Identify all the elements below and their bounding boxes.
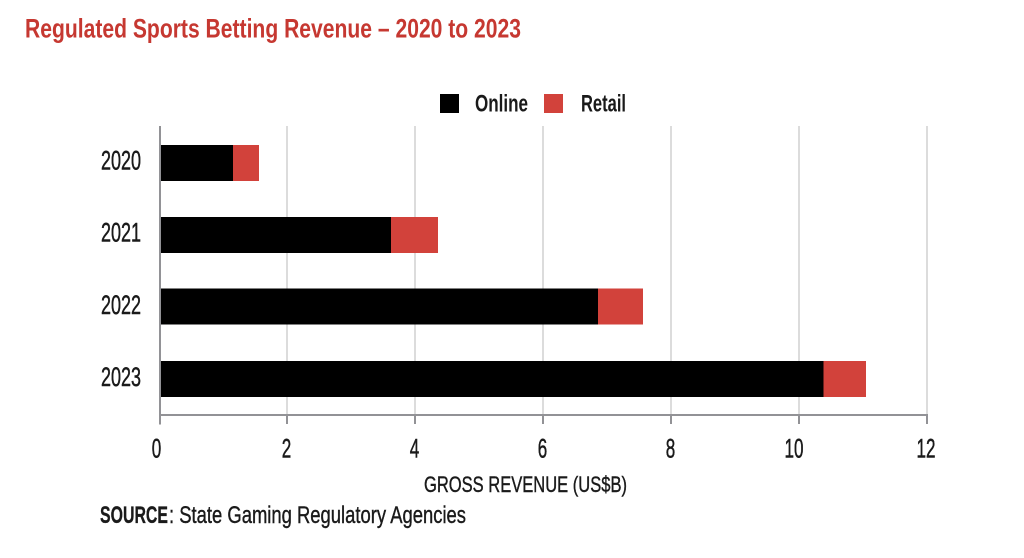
svg-text:6: 6 [538, 434, 548, 464]
svg-text:4: 4 [410, 434, 420, 464]
svg-text:Online: Online [475, 91, 528, 118]
svg-text:2: 2 [282, 434, 292, 464]
svg-text:2022: 2022 [101, 290, 141, 320]
svg-text:8: 8 [666, 434, 676, 464]
svg-text:0: 0 [152, 434, 162, 464]
svg-text:SOURCE: SOURCE [100, 502, 168, 529]
svg-text:Regulated Sports Betting Reven: Regulated Sports Betting Revenue – 2020 … [25, 14, 521, 44]
svg-text:Retail: Retail [581, 91, 626, 118]
svg-text:2021: 2021 [101, 218, 141, 248]
svg-text:2023: 2023 [101, 362, 141, 392]
svg-text:2020: 2020 [101, 146, 141, 176]
svg-text:10: 10 [785, 434, 804, 464]
svg-text:: State Gaming Regulatory Agen: : State Gaming Regulatory Agencies [169, 502, 466, 529]
svg-text:12: 12 [917, 434, 936, 464]
svg-text:GROSS REVENUE (US$B): GROSS REVENUE (US$B) [424, 472, 627, 497]
